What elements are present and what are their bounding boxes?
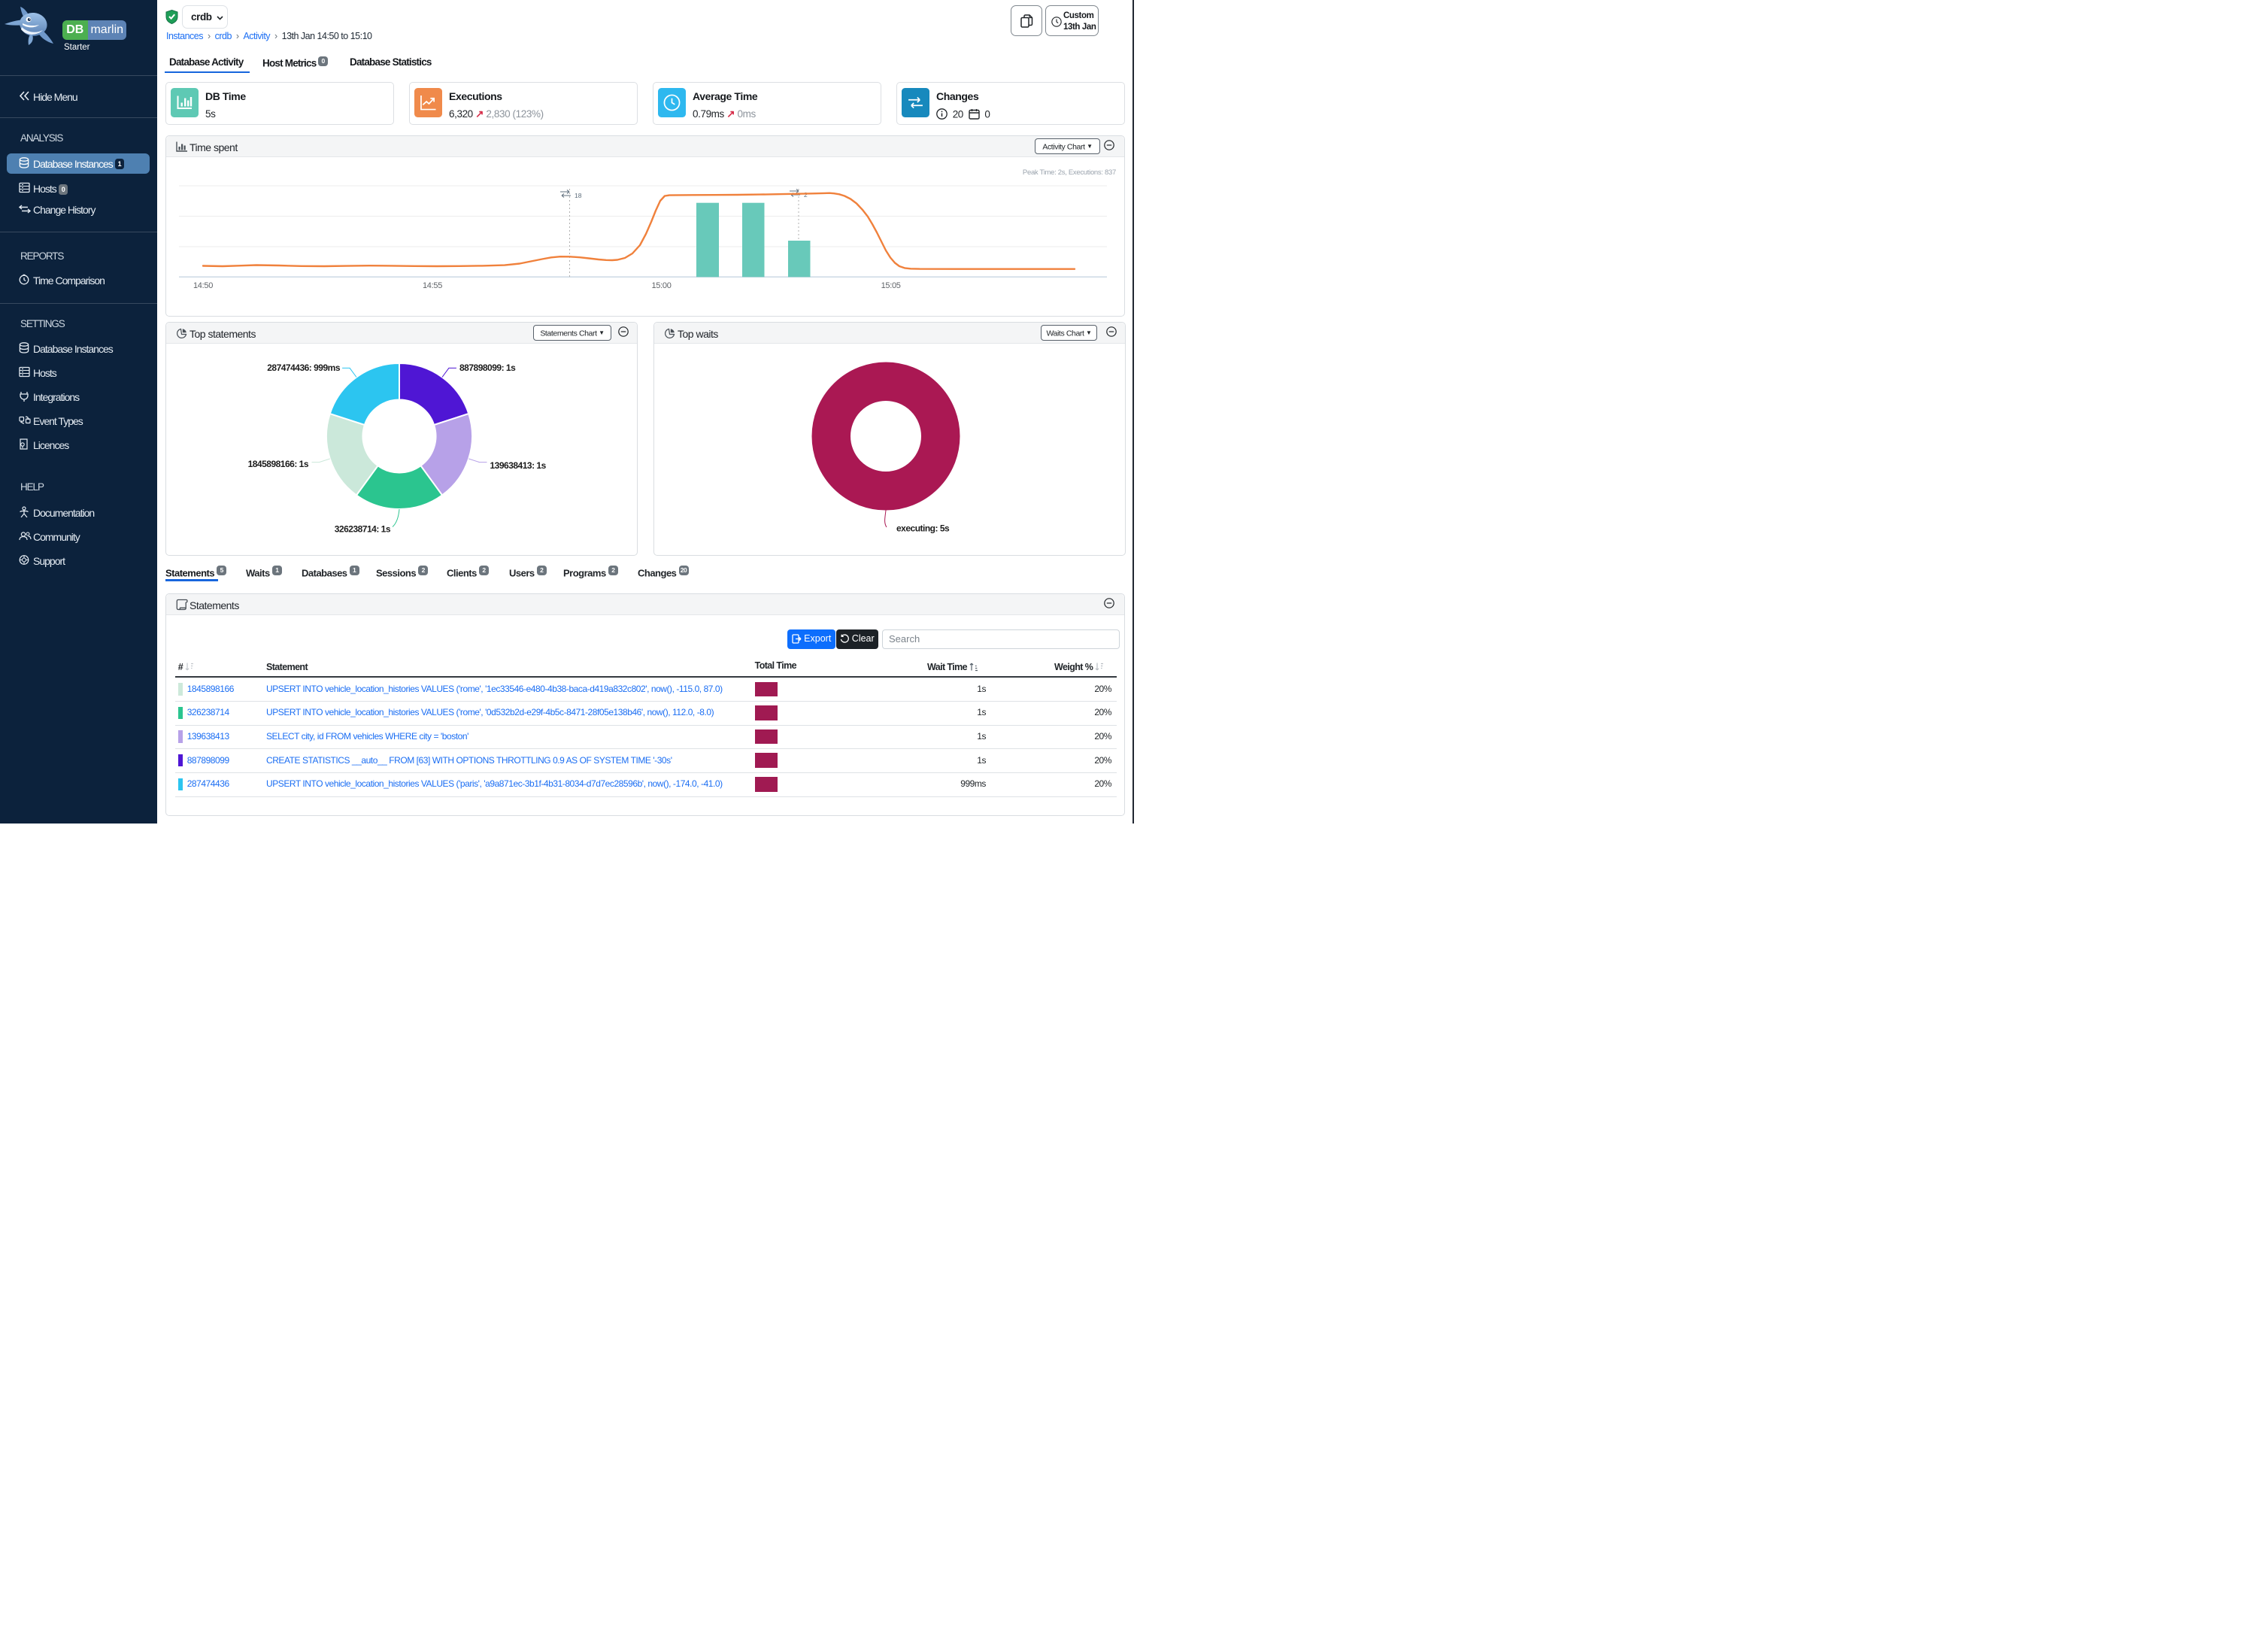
svg-text:15:05: 15:05 <box>881 281 901 290</box>
svg-text:15:00: 15:00 <box>651 281 671 290</box>
svg-text:14:55: 14:55 <box>423 281 442 290</box>
svg-text:139638413: 1s: 139638413: 1s <box>490 460 547 471</box>
svg-text:1845898166: 1s: 1845898166: 1s <box>248 459 309 469</box>
svg-text:14:50: 14:50 <box>193 281 213 290</box>
svg-text:326238714: 1s: 326238714: 1s <box>335 524 391 535</box>
svg-text:2: 2 <box>804 191 808 199</box>
svg-text:287474436: 999ms: 287474436: 999ms <box>267 362 341 373</box>
svg-text:18: 18 <box>575 192 582 199</box>
svg-text:Peak Time: 2s, Executions: 837: Peak Time: 2s, Executions: 837 <box>1023 168 1116 177</box>
svg-text:887898099: 1s: 887898099: 1s <box>459 362 516 373</box>
svg-text:executing: 5s: executing: 5s <box>896 523 950 534</box>
